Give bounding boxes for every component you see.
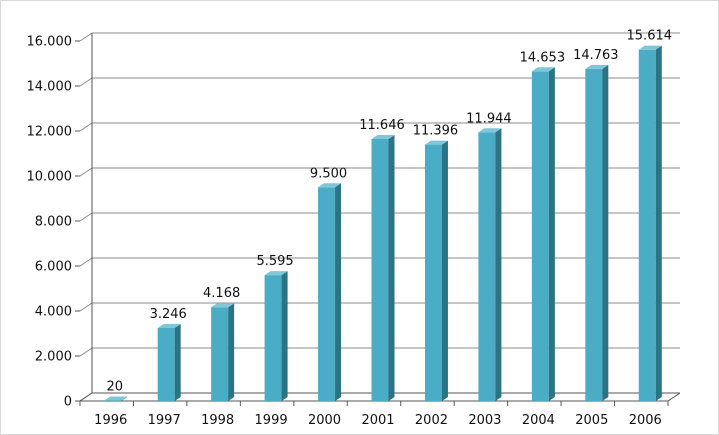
bar-front [638, 49, 656, 402]
bars [104, 45, 662, 402]
bar-top [424, 140, 448, 145]
bar-side [174, 323, 181, 401]
bar [157, 323, 181, 401]
x-tick-label: 1998 [201, 413, 234, 428]
y-tick-label: 14.000 [27, 80, 73, 95]
y-tick-label: 2.000 [35, 350, 72, 365]
bar-front [157, 327, 175, 401]
bar-side [655, 45, 662, 402]
bar [531, 67, 555, 402]
bar [371, 134, 395, 401]
x-tick-label: 2001 [361, 413, 394, 428]
bar-side [441, 140, 448, 401]
floor-right-edge [667, 392, 681, 402]
bar-front [318, 187, 336, 401]
bar-top [585, 64, 609, 69]
bar [585, 64, 609, 402]
gridline-wall [79, 347, 93, 357]
bar-side [121, 396, 128, 401]
bar-side [602, 64, 609, 402]
bar-side [281, 271, 288, 401]
y-tick-label: 12.000 [27, 125, 73, 140]
bar-top [318, 183, 342, 188]
data-label: 11.646 [359, 118, 405, 133]
gridline-wall [79, 167, 93, 177]
axis-corner-line [79, 392, 93, 402]
data-label: 11.396 [413, 124, 459, 139]
gridline-wall [79, 212, 93, 222]
bar [211, 303, 235, 401]
x-axis-ticks: 1996 1997 1998 1999 2000 2001 2002 2003 2004 2005… [79, 401, 669, 428]
bar-side [388, 134, 395, 401]
bar [638, 45, 662, 402]
bar [478, 128, 502, 401]
data-label: 14.763 [573, 48, 619, 63]
bar-top [371, 134, 395, 139]
x-tick-label: 2006 [629, 413, 662, 428]
data-label: 15.614 [627, 29, 673, 44]
data-label: 20 [106, 380, 123, 395]
bar-front [211, 307, 229, 401]
y-axis-ticks: 0 2.000 4.000 6.000 8.000 10.000 12.000 14.000 1… [27, 35, 80, 410]
y-tick-label: 4.000 [35, 305, 72, 320]
bar-side [335, 183, 342, 401]
bar-side [495, 128, 502, 401]
x-tick-label: 1997 [148, 413, 181, 428]
x-tick-label: 2004 [522, 413, 555, 428]
bar-side [548, 67, 555, 402]
bar-top [531, 67, 555, 72]
data-label: 9.500 [310, 166, 347, 181]
data-labels: 20 3.246 4.168 5.595 9.500 11.646 11.396 11.944… [106, 29, 672, 395]
data-label: 3.246 [150, 307, 187, 322]
bar-side [228, 303, 235, 401]
bar-top [104, 396, 128, 401]
y-tick-label: 0 [64, 395, 72, 410]
data-label: 5.595 [256, 254, 293, 269]
data-label: 14.653 [520, 50, 566, 65]
bar-front [585, 68, 603, 402]
y-tick-label: 10.000 [27, 170, 73, 185]
bar [318, 183, 342, 401]
gridline-wall [79, 32, 93, 42]
x-tick-label: 2000 [308, 413, 341, 428]
x-tick-label: 2003 [468, 413, 501, 428]
gridline-wall [79, 257, 93, 267]
x-tick-label: 1999 [255, 413, 288, 428]
bar-top [638, 45, 662, 50]
data-label: 4.168 [203, 286, 240, 301]
data-label: 11.944 [466, 111, 512, 126]
bar [104, 396, 128, 401]
bar-front [531, 71, 549, 402]
gridline-wall [79, 122, 93, 132]
x-tick-label: 1996 [94, 413, 127, 428]
y-tick-label: 6.000 [35, 260, 72, 275]
bar-front [424, 144, 442, 401]
bar-top [211, 303, 235, 308]
bar-top [157, 323, 181, 328]
bar [424, 140, 448, 401]
bar [264, 271, 288, 401]
gridline-wall [79, 77, 93, 87]
x-tick-label: 2005 [575, 413, 608, 428]
bar-front [371, 138, 389, 401]
bar-front [264, 275, 282, 401]
x-tick-label: 2002 [415, 413, 448, 428]
bar-top [478, 128, 502, 133]
gridline-wall [79, 302, 93, 312]
y-tick-label: 16.000 [27, 35, 73, 50]
y-tick-label: 8.000 [35, 215, 72, 230]
bar-top [264, 271, 288, 276]
bar-front [478, 132, 496, 401]
